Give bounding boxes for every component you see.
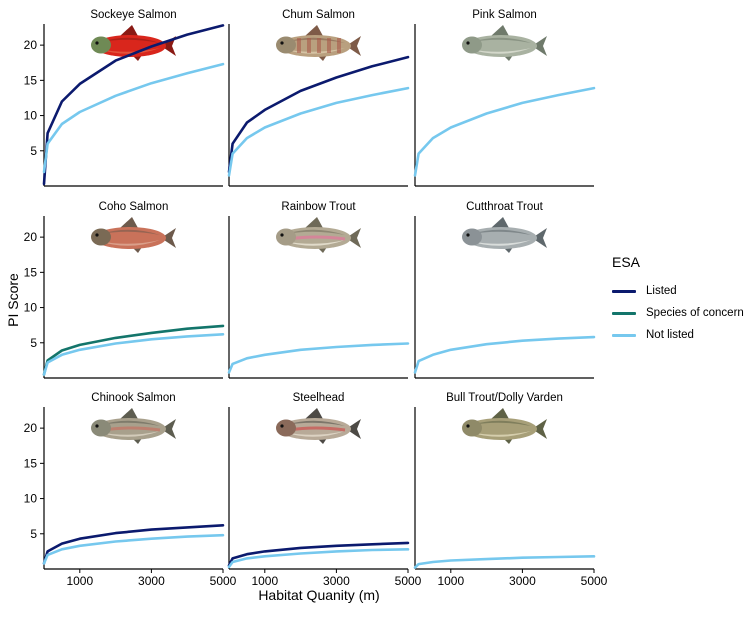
y-tick-label: 5: [30, 527, 37, 541]
series-line-species-of-concern: [42, 324, 225, 376]
series-line-not-listed: [413, 555, 596, 569]
panel-title: Sockeye Salmon: [90, 9, 176, 21]
series-line-not-listed: [227, 548, 410, 569]
series-line-not-listed: [227, 342, 410, 374]
x-tick-label: 3000: [138, 574, 165, 588]
series-line-not-listed: [42, 333, 225, 376]
series-line-not-listed: [42, 533, 225, 565]
x-tick-label: 5000: [210, 574, 237, 588]
sockeye-salmon-icon: [91, 25, 176, 61]
panel-rainbow-trout: Rainbow Trout: [227, 201, 410, 379]
legend: ESA Listed Species of concern Not listed: [612, 254, 756, 346]
x-tick-label: 3000: [509, 574, 536, 588]
series-line-not-listed: [413, 335, 596, 374]
panel-title: Cutthroat Trout: [466, 201, 544, 213]
panel-title: Chum Salmon: [282, 9, 355, 21]
panel-chum-salmon: Chum Salmon: [227, 9, 410, 187]
y-tick-label: 15: [24, 73, 38, 87]
panel-title: Bull Trout/Dolly Varden: [446, 392, 563, 404]
panel-title: Chinook Salmon: [91, 392, 175, 404]
panel-sockeye-salmon: Sockeye Salmon 5 10 15 20: [24, 9, 225, 187]
pink-salmon-icon: [462, 25, 547, 61]
x-tick-label: 1000: [66, 574, 93, 588]
series-line-listed: [227, 541, 410, 567]
chum-salmon-icon: [276, 25, 361, 61]
y-axis-title: PI Score: [5, 273, 21, 327]
panel-coho-salmon: Coho Salmon 5 10 15 20: [24, 201, 225, 379]
x-tick-label: 1000: [437, 574, 464, 588]
series-line-not-listed: [413, 86, 596, 177]
series-line-listed: [42, 524, 225, 565]
y-tick-label: 20: [24, 38, 38, 52]
legend-item-listed: Listed: [612, 280, 756, 302]
y-tick-label: 10: [24, 301, 38, 315]
legend-key-not-listed: [612, 333, 636, 337]
y-tick-label: 20: [24, 230, 38, 244]
rainbow-trout-icon: [276, 217, 361, 253]
legend-label-species-of-concern: Species of concern: [646, 307, 744, 319]
legend-label-listed: Listed: [646, 285, 677, 297]
panel-cutthroat-trout: Cutthroat Trout: [413, 201, 596, 379]
legend-key-species-of-concern: [612, 311, 636, 315]
x-tick-label: 5000: [581, 574, 608, 588]
bull-trout-icon: [462, 408, 547, 444]
series-line-listed: [42, 24, 225, 186]
y-tick-label: 15: [24, 456, 38, 470]
panel-bull-trout-dolly-varden: Bull Trout/Dolly Varden 1000 3000 5000: [413, 392, 608, 588]
legend-title: ESA: [612, 254, 641, 270]
y-tick-label: 15: [24, 265, 38, 279]
series-line-not-listed: [227, 86, 410, 177]
panel-chinook-salmon: Chinook Salmon 5 10 15 20 1000 3000 5000: [24, 392, 237, 588]
chinook-salmon-icon: [91, 408, 176, 444]
x-tick-label: 5000: [395, 574, 422, 588]
legend-item-species-of-concern: Species of concern: [612, 302, 756, 324]
steelhead-icon: [276, 408, 361, 444]
series-line-not-listed: [42, 62, 225, 174]
x-axis-title: Habitat Quanity (m): [258, 587, 379, 603]
panel-steelhead: Steelhead 1000 3000 5000: [227, 392, 422, 588]
legend-key-listed: [612, 289, 636, 293]
y-tick-label: 5: [30, 144, 37, 158]
y-tick-label: 10: [24, 492, 38, 506]
legend-label-not-listed: Not listed: [646, 329, 694, 341]
coho-salmon-icon: [91, 217, 176, 253]
panel-title: Rainbow Trout: [281, 201, 356, 213]
panel-title: Steelhead: [293, 392, 345, 404]
y-tick-label: 10: [24, 109, 38, 123]
x-tick-label: 1000: [251, 574, 278, 588]
x-tick-label: 3000: [323, 574, 350, 588]
legend-item-not-listed: Not listed: [612, 324, 756, 346]
cutthroat-trout-icon: [462, 217, 547, 253]
y-tick-label: 20: [24, 421, 38, 435]
y-tick-label: 5: [30, 336, 37, 350]
panel-title: Pink Salmon: [472, 9, 537, 21]
panel-title: Coho Salmon: [99, 201, 169, 213]
panel-pink-salmon: Pink Salmon: [413, 9, 596, 187]
series-line-listed: [227, 55, 410, 174]
